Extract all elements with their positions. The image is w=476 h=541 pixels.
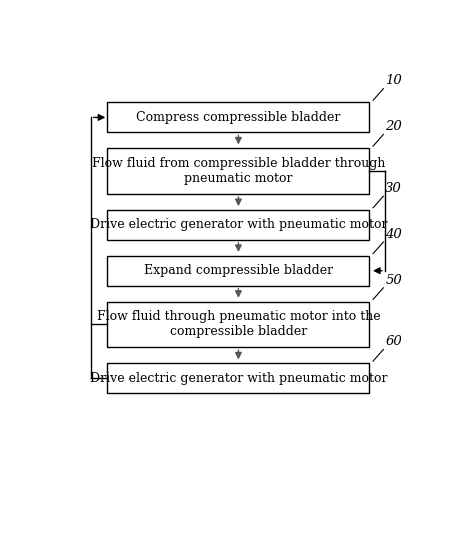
- Text: Flow fluid from compressible bladder through
pneumatic motor: Flow fluid from compressible bladder thr…: [92, 157, 385, 185]
- FancyBboxPatch shape: [108, 256, 369, 286]
- Text: Drive electric generator with pneumatic motor: Drive electric generator with pneumatic …: [89, 372, 387, 385]
- Text: Expand compressible bladder: Expand compressible bladder: [144, 264, 333, 277]
- Text: 50: 50: [385, 274, 402, 287]
- FancyBboxPatch shape: [108, 363, 369, 393]
- FancyBboxPatch shape: [108, 301, 369, 347]
- Text: 10: 10: [385, 75, 402, 88]
- FancyBboxPatch shape: [108, 102, 369, 133]
- Text: 60: 60: [385, 335, 402, 348]
- FancyBboxPatch shape: [108, 148, 369, 194]
- Text: Flow fluid through pneumatic motor into the
compressible bladder: Flow fluid through pneumatic motor into …: [97, 311, 380, 339]
- Text: 20: 20: [385, 120, 402, 133]
- FancyBboxPatch shape: [108, 210, 369, 240]
- Text: 40: 40: [385, 228, 402, 241]
- Text: Drive electric generator with pneumatic motor: Drive electric generator with pneumatic …: [89, 219, 387, 232]
- Text: Compress compressible bladder: Compress compressible bladder: [136, 111, 341, 124]
- Text: 30: 30: [385, 182, 402, 195]
